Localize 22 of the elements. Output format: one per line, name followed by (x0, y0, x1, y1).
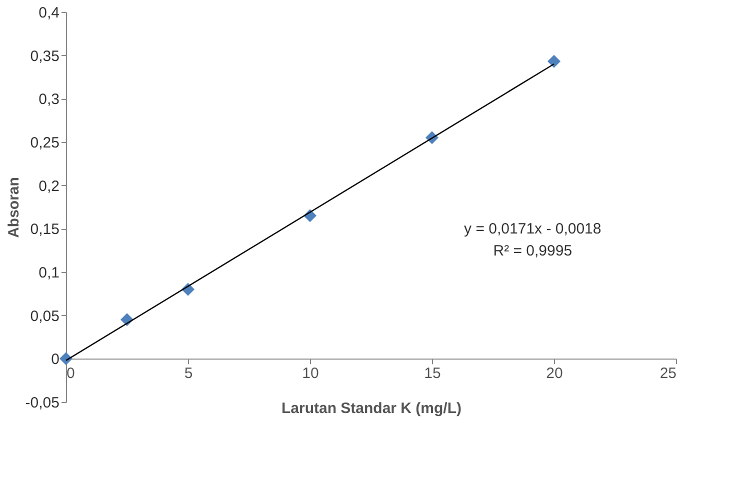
x-tick-label: 0 (66, 365, 75, 382)
y-tick-label: 0,3 (38, 91, 60, 108)
y-tick-label: 0,35 (30, 48, 60, 65)
x-tick-label: 20 (546, 365, 563, 382)
y-tick-label: 0,2 (38, 178, 60, 195)
x-tick-label: 15 (424, 365, 441, 382)
y-tick-label: 0 (51, 351, 60, 368)
annotation: R² = 0,9995 (493, 242, 572, 260)
point (59, 352, 73, 366)
x-tick-label: 25 (660, 365, 676, 382)
y-axis-title: Absoran (5, 177, 22, 238)
y-tick-label: 0,4 (38, 4, 60, 22)
annotation: y = 0,0171x - 0,0018 (464, 220, 602, 238)
y-tick-label: 0,15 (30, 221, 60, 238)
y-tick-label: 0,1 (38, 264, 60, 282)
y-tick-label: 0,05 (30, 308, 60, 325)
x-tick-label: 10 (302, 365, 319, 382)
y-tick-label: 0,25 (30, 134, 60, 152)
point (547, 54, 561, 68)
y-tick-label: -0,05 (25, 394, 60, 412)
x-tick-label: 5 (184, 365, 193, 382)
x-axis-title: Larutan Standar K (mg/L) (281, 400, 462, 418)
